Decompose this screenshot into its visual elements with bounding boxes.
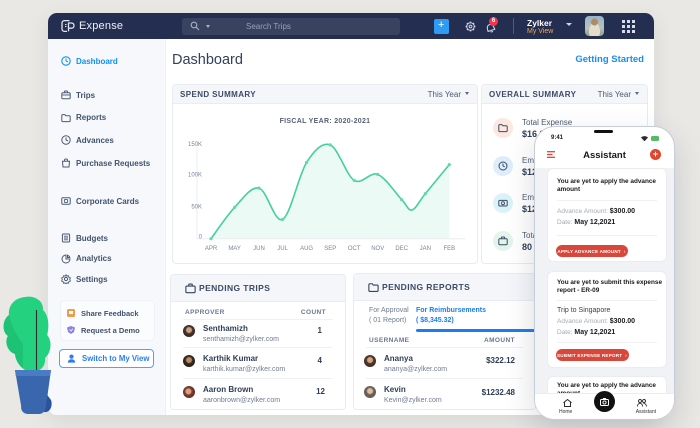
svg-text:FEB: FEB	[443, 246, 455, 252]
svg-text:APR: APR	[205, 246, 218, 252]
svg-text:AUG: AUG	[300, 246, 313, 252]
svg-text:NOV: NOV	[371, 246, 384, 252]
svg-text:0: 0	[199, 235, 203, 241]
svg-text:SEP: SEP	[324, 246, 336, 252]
svg-text:JUN: JUN	[253, 246, 265, 252]
svg-text:MAY: MAY	[228, 246, 241, 252]
svg-text:OCT: OCT	[348, 246, 361, 252]
svg-text:DEC: DEC	[395, 246, 408, 252]
svg-text:100K: 100K	[188, 172, 202, 178]
svg-text:50K: 50K	[191, 205, 202, 211]
svg-text:150K: 150K	[188, 142, 202, 148]
svg-text:JAN: JAN	[420, 246, 431, 252]
svg-text:JUL: JUL	[277, 246, 288, 252]
